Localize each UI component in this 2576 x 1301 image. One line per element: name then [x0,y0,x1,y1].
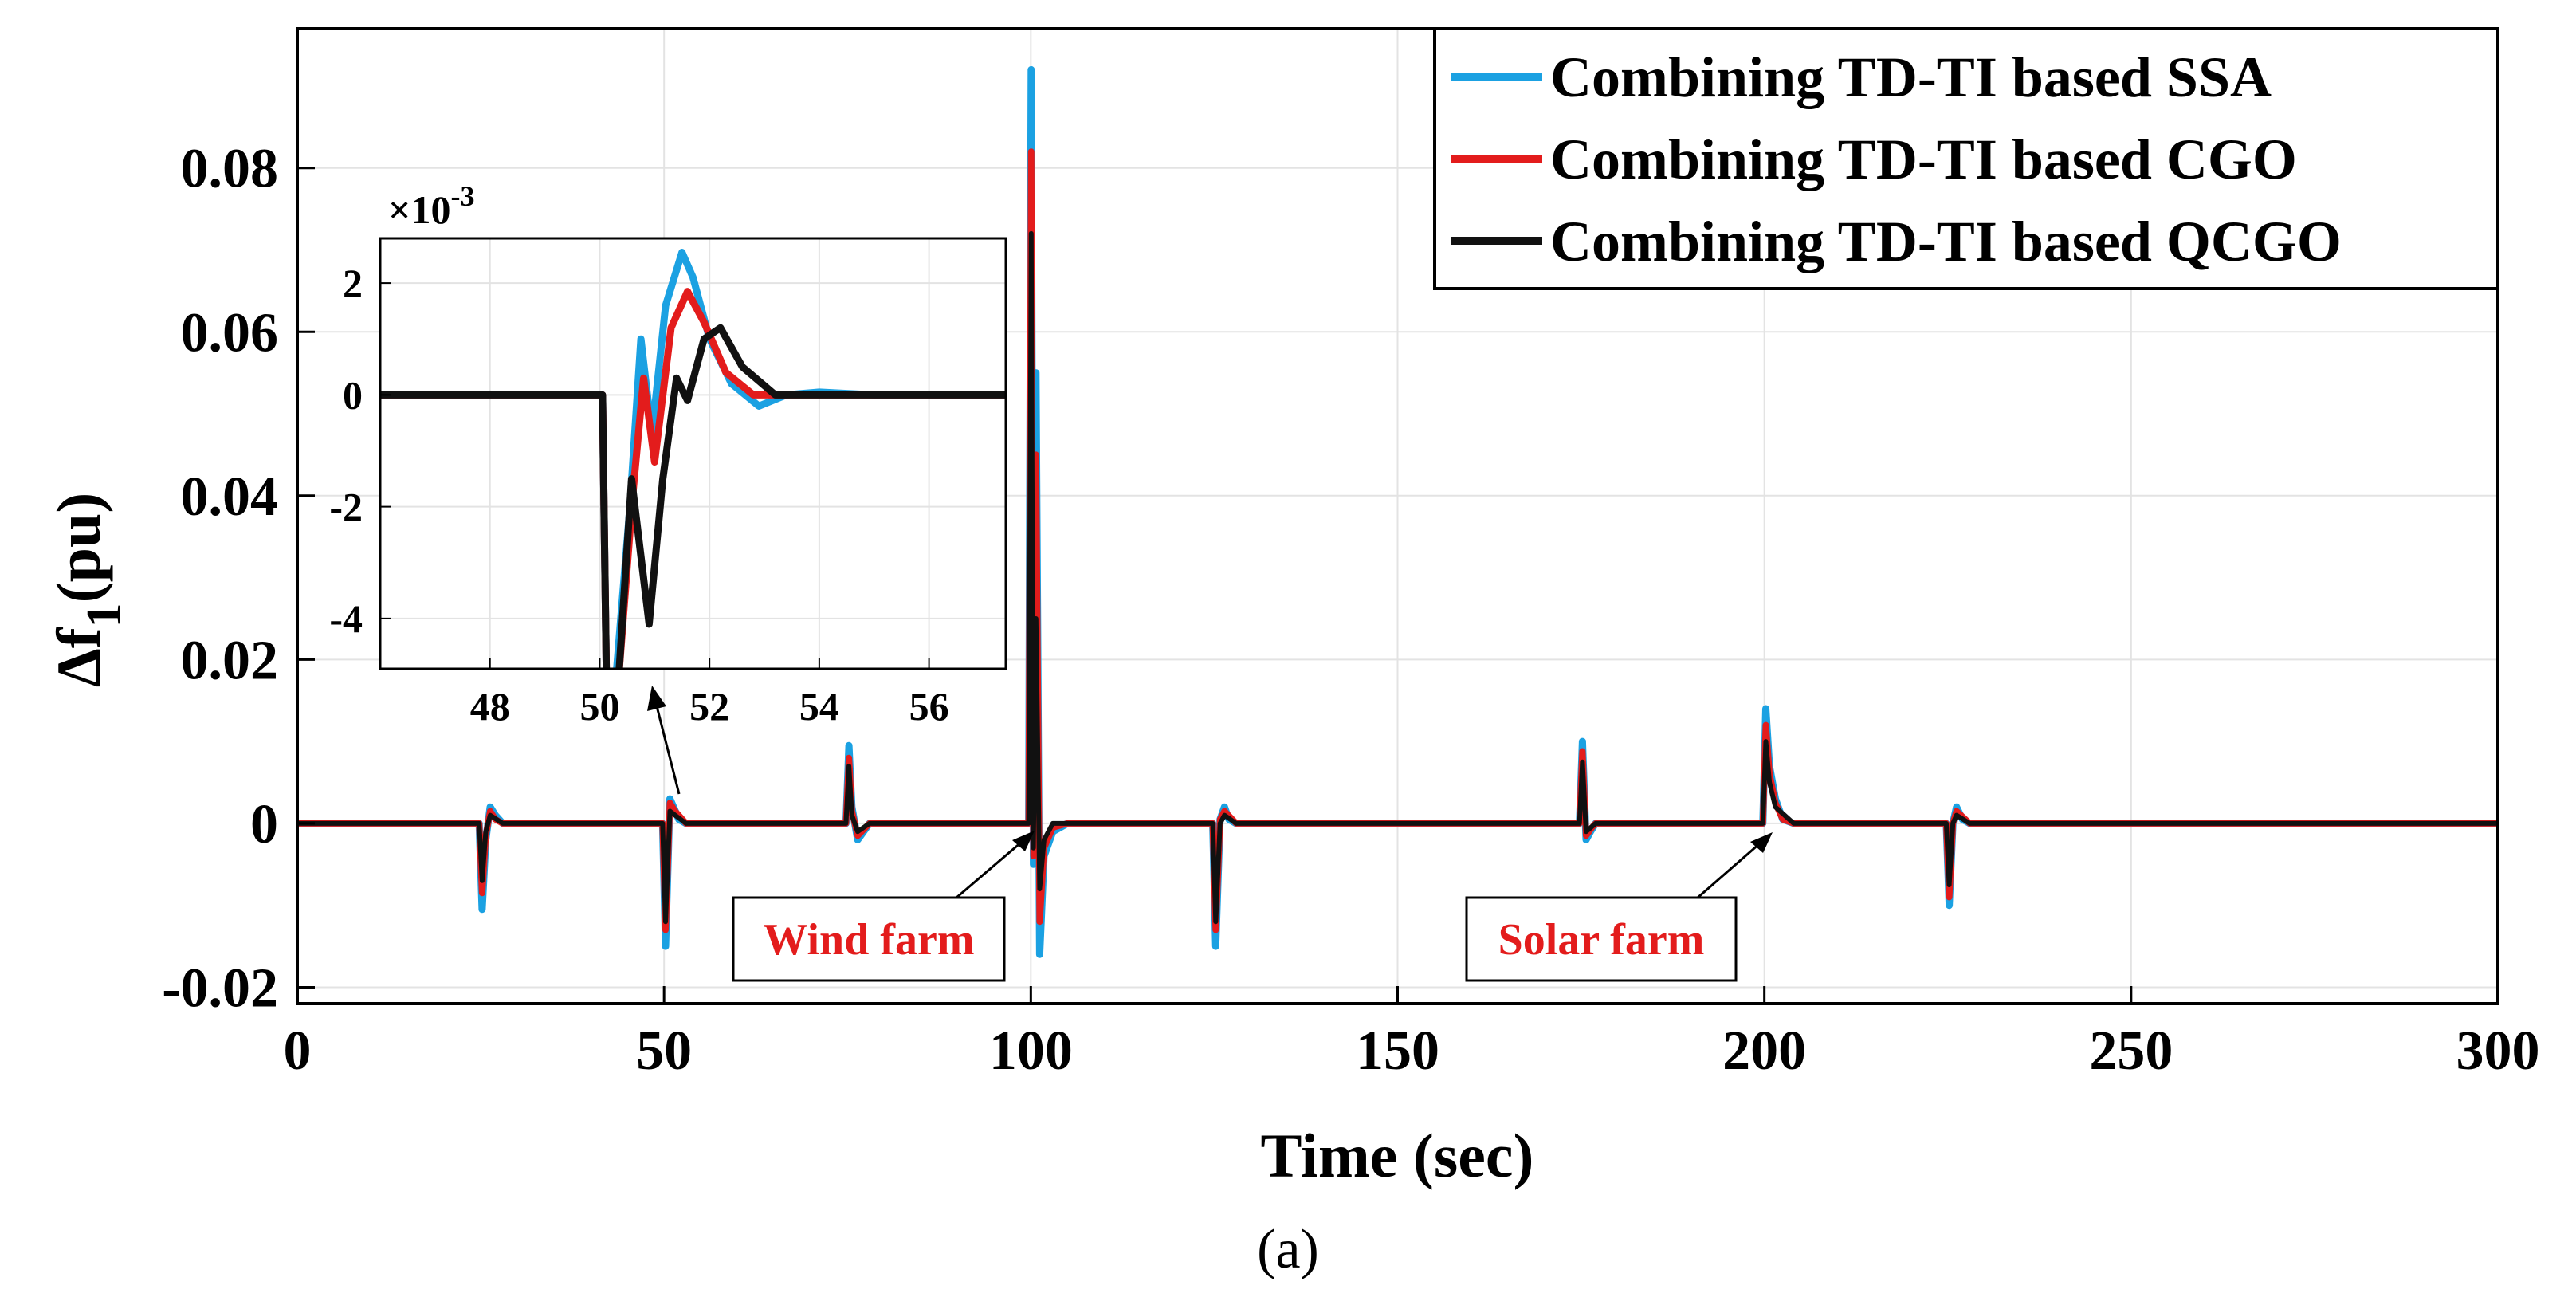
y-tick-label: 0.06 [181,302,279,364]
y-axis-title: Δf1(pu) [44,493,132,688]
inset-y-tick-label: -2 [329,485,363,529]
x-axis-title: Time (sec) [1261,1121,1534,1190]
annotation-wind-farm: Wind farm [732,831,1035,982]
legend-box [1433,27,2499,290]
annotation-solar-farm: Solar farm [1465,832,1773,982]
annotation-solar-farm-label: Solar farm [1498,915,1705,965]
x-tick-label: 150 [1356,1020,1439,1082]
legend-label-qcgo: Combining TD-TI based QCGO [1550,210,2342,273]
inset-pointer-arrow [647,686,681,795]
main-series [297,65,2498,958]
inset-frame [379,237,1007,670]
y-tick-label: 0 [250,794,278,855]
inset: 48 50 52 54 56 -4 -2 0 2 ×10-3 [329,180,1007,729]
y-tick-label: -0.02 [162,957,278,1019]
y-tick-label: 0.04 [181,466,279,528]
inset-ticks: 48 50 52 54 56 -4 -2 0 2 [329,261,948,729]
x-tick-label: 50 [636,1020,692,1082]
legend-label-ssa: Combining TD-TI based SSA [1550,45,2272,109]
inset-series-line [380,288,1006,669]
inset-y-tick-label: 2 [343,261,363,305]
y-tick-label: 0.02 [181,630,279,691]
legend: Combining TD-TI based SSA Combining TD-T… [1433,27,2499,290]
inset-x-tick-label: 56 [909,684,949,729]
inset-y-tick-label: 0 [343,372,363,417]
inset-x-tick-label: 52 [689,684,729,729]
inset-series-line [380,324,1006,669]
x-tick-label: 300 [2456,1020,2540,1082]
legend-label-cgo: Combining TD-TI based CGO [1550,128,2297,191]
inset-background [380,238,1006,669]
inset-x-tick-label: 54 [799,684,839,729]
inset-x-tick-label: 48 [470,684,510,729]
inset-multiplier: ×10-3 [388,180,475,232]
y-tick-label: 0.08 [181,139,279,200]
x-tick-label: 250 [2089,1020,2173,1082]
figure-caption: (a) [1257,1219,1319,1280]
inset-y-tick-label: -4 [329,596,363,641]
inset-series [380,249,1006,669]
inset-x-tick-label: 50 [579,684,619,729]
annotation-wind-farm-label: Wind farm [764,915,975,965]
x-tick-label: 200 [1722,1020,1806,1082]
x-tick-label: 100 [989,1020,1073,1082]
x-tick-label: 0 [284,1020,312,1082]
series-line [297,230,2498,925]
